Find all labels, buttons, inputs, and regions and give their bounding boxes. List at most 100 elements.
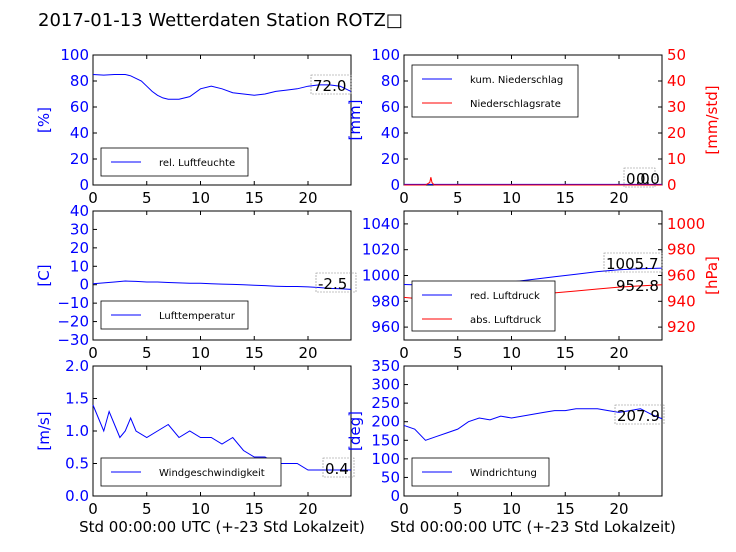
winddirection-ytick-label: 0 bbox=[390, 487, 400, 505]
pressure-xtick-label: 20 bbox=[609, 344, 628, 362]
windspeed-xtick-label: 15 bbox=[245, 500, 264, 518]
temperature-legend-label: Lufttemperatur bbox=[159, 311, 236, 322]
winddirection-ytick-label: 300 bbox=[371, 376, 400, 394]
precipitation-ytick-right-label: 20 bbox=[667, 124, 686, 142]
windspeed-xtick-label: 10 bbox=[191, 500, 210, 518]
winddirection-xtick-label: 5 bbox=[453, 500, 463, 518]
humidity-value-label: 72.0 bbox=[313, 77, 346, 95]
pressure-value-box bbox=[603, 252, 663, 273]
precipitation-ytick-right-label: 0 bbox=[667, 176, 677, 194]
precipitation-value-label: 0.0 bbox=[626, 170, 650, 188]
humidity-xtick-label: 5 bbox=[142, 189, 152, 207]
winddirection-ytick-label: 50 bbox=[381, 468, 400, 486]
winddirection-xtick-label: 0 bbox=[399, 500, 409, 518]
pressure-ytick-label: 960 bbox=[371, 318, 400, 336]
precipitation-legend bbox=[411, 64, 579, 118]
temperature-xtick-label: 20 bbox=[298, 344, 317, 362]
precipitation-ytick-label: 80 bbox=[381, 72, 400, 90]
windspeed-xlabel: Std 00:00:00 UTC (+-23 Std Lokalzeit) bbox=[79, 518, 365, 536]
pressure-ytick-right-label: 940 bbox=[667, 292, 696, 310]
windspeed-ytick-label: 1.5 bbox=[65, 390, 89, 408]
precipitation-ylabel: [mm] bbox=[346, 100, 364, 141]
pressure-value-label-right: 952.8 bbox=[616, 277, 659, 295]
temperature-ytick-label: −30 bbox=[57, 331, 89, 349]
pressure-ytick-label: 1000 bbox=[362, 267, 400, 285]
windspeed-value-box bbox=[322, 457, 355, 478]
figure-title: 2017-01-13 Wetterdaten Station ROTZ□ bbox=[38, 10, 403, 31]
pressure-legend-label: red. Luftdruck bbox=[470, 291, 540, 302]
winddirection-plot-frame bbox=[403, 365, 663, 497]
pressure-ytick-right-label: 960 bbox=[667, 267, 696, 285]
pressure-ylabel-right: [hPa] bbox=[703, 256, 721, 295]
precipitation-xtick-label: 10 bbox=[502, 189, 521, 207]
pressure-ytick-label: 980 bbox=[371, 292, 400, 310]
humidity-xtick-label: 15 bbox=[245, 189, 264, 207]
precipitation-ytick-right-label: 10 bbox=[667, 150, 686, 168]
temperature-value-box bbox=[315, 272, 357, 293]
precipitation-ytick-label: 40 bbox=[381, 124, 400, 142]
precipitation-ytick-right-label: 50 bbox=[667, 46, 686, 64]
temperature-xtick-label: 5 bbox=[142, 344, 152, 362]
precipitation-xtick-label: 5 bbox=[453, 189, 463, 207]
humidity-xtick-label: 20 bbox=[298, 189, 317, 207]
pressure-ytick-right-label: 980 bbox=[667, 241, 696, 259]
humidity-legend-label: rel. Luftfeuchte bbox=[159, 158, 235, 169]
pressure-xtick-label: 15 bbox=[556, 344, 575, 362]
humidity-value-box bbox=[310, 74, 352, 95]
temperature-ytick-label: 30 bbox=[70, 220, 89, 238]
temperature-series-1-line bbox=[92, 280, 352, 290]
pressure-legend bbox=[411, 280, 556, 332]
windspeed-ytick-label: 1.0 bbox=[65, 422, 89, 440]
winddirection-value-box bbox=[614, 404, 665, 425]
windspeed-ytick-label: 0.5 bbox=[65, 455, 89, 473]
temperature-ytick-label: 40 bbox=[70, 202, 89, 220]
precipitation-ytick-label: 0 bbox=[390, 176, 400, 194]
windspeed-xtick-label: 5 bbox=[142, 500, 152, 518]
humidity-xtick-label: 10 bbox=[191, 189, 210, 207]
precipitation-value-label-right: 0.0 bbox=[636, 170, 660, 188]
pressure-xtick-label: 0 bbox=[399, 344, 409, 362]
temperature-xtick-label: 10 bbox=[191, 344, 210, 362]
humidity-ytick-label: 40 bbox=[70, 124, 89, 142]
humidity-ytick-label: 0 bbox=[79, 176, 89, 194]
precipitation-ytick-label: 100 bbox=[371, 46, 400, 64]
precipitation-legend-label: kum. Niederschlag bbox=[470, 75, 563, 86]
humidity-plot-frame bbox=[92, 54, 352, 186]
humidity-series-1-line bbox=[92, 74, 352, 100]
pressure-ytick-label: 1040 bbox=[362, 215, 400, 233]
humidity-ytick-label: 60 bbox=[70, 98, 89, 116]
winddirection-xtick-label: 10 bbox=[502, 500, 521, 518]
winddirection-series-1-line bbox=[403, 408, 663, 441]
windspeed-xtick-label: 20 bbox=[298, 500, 317, 518]
windspeed-xtick-label: 0 bbox=[88, 500, 98, 518]
humidity-xtick-label: 0 bbox=[88, 189, 98, 207]
temperature-ytick-label: −10 bbox=[57, 294, 89, 312]
pressure-xtick-label: 5 bbox=[453, 344, 463, 362]
precipitation-series-2-line bbox=[404, 177, 662, 186]
winddirection-legend-label: Windrichtung bbox=[470, 468, 537, 479]
winddirection-xtick-label: 20 bbox=[609, 500, 628, 518]
pressure-ytick-right-label: 1000 bbox=[667, 215, 705, 233]
winddirection-xlabel: Std 00:00:00 UTC (+-23 Std Lokalzeit) bbox=[390, 518, 676, 536]
pressure-value-label: 1005.7 bbox=[606, 255, 659, 273]
temperature-ytick-label: −20 bbox=[57, 313, 89, 331]
temperature-xtick-label: 0 bbox=[88, 344, 98, 362]
pressure-legend-label: abs. Luftdruck bbox=[470, 315, 541, 326]
windspeed-series-1-line bbox=[92, 404, 351, 471]
temperature-value-label: -2.5 bbox=[318, 275, 347, 293]
winddirection-value-label: 207.9 bbox=[617, 407, 660, 425]
temperature-xtick-label: 15 bbox=[245, 344, 264, 362]
temperature-plot-frame bbox=[92, 210, 352, 341]
pressure-xtick-label: 10 bbox=[502, 344, 521, 362]
winddirection-ytick-label: 200 bbox=[371, 413, 400, 431]
humidity-ytick-label: 80 bbox=[70, 72, 89, 90]
pressure-ytick-label: 1020 bbox=[362, 241, 400, 259]
precipitation-ytick-right-label: 40 bbox=[667, 72, 686, 90]
precipitation-value-box bbox=[623, 167, 656, 188]
winddirection-ytick-label: 250 bbox=[371, 394, 400, 412]
precipitation-ylabel-right: [mm/std] bbox=[703, 85, 721, 154]
precipitation-ytick-label: 20 bbox=[381, 150, 400, 168]
precipitation-xtick-label: 0 bbox=[399, 189, 409, 207]
humidity-ylabel: [%] bbox=[35, 107, 53, 133]
